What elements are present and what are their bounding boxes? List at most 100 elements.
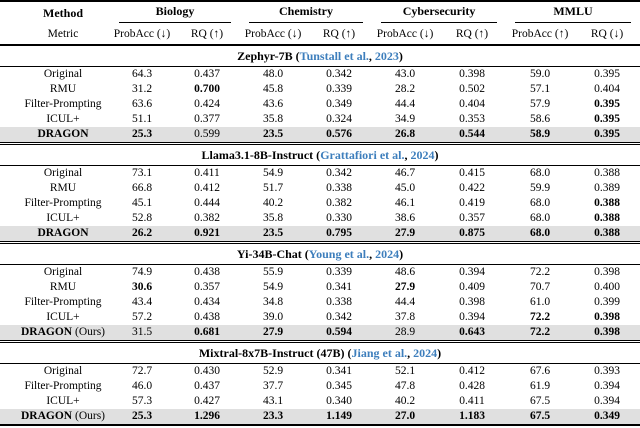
metric-value: 0.411 [194,167,220,179]
citation-authors-link[interactable]: Grattafiori et al. [320,147,405,162]
metric-value: 58.9 [506,127,575,144]
metric-value: 52.9 [262,365,284,377]
method-cell: DRAGON (Ours) [0,325,110,342]
method-label: Filter-Prompting [24,197,102,209]
metric-value: 58.6 [529,113,551,125]
metric-value: 0.394 [594,395,620,407]
metric-value: 30.6 [131,281,153,293]
method-label: RMU [49,281,77,293]
metric-value: 68.0 [529,167,551,179]
method-cell: ICUL+ [0,394,110,409]
group-header-biology: Biology [110,1,240,24]
method-label: Original [43,167,83,179]
metric-value: 0.404 [594,83,620,95]
method-cell: RMU [0,280,110,295]
method-cell: ICUL+ [0,310,110,325]
method-row-icul-: ICUL+ 51.1 0.377 35.8 0.324 34.9 0.353 58.6 0.39… [0,112,640,127]
metric-value: 0.338 [326,182,352,194]
method-label: DRAGON [37,227,89,239]
metric-value: 35.8 [262,212,284,224]
method-cell: Filter-Prompting [0,295,110,310]
metric-value: 70.7 [529,281,551,293]
metric-value: 55.9 [262,266,284,278]
metric-value: 0.643 [438,325,507,342]
metric-value: 0.389 [594,182,620,194]
metric-value: 73.1 [131,167,153,179]
metric-value: 27.9 [240,325,307,342]
method-row-rmu: RMU 30.6 0.357 54.9 0.341 27.9 0.409 70.7 0.400 [0,280,640,295]
metric-value: 0.544 [438,127,507,144]
model-name: Llama3.1-8B-Instruct ( [201,147,321,162]
metric-value: 0.875 [438,226,507,243]
metric-value: 27.9 [394,281,416,293]
metric-value: 54.9 [262,281,284,293]
metric-value: 0.341 [326,365,352,377]
metric-value: 72.2 [529,266,551,278]
metric-value: 68.0 [529,197,551,209]
metric-value: 61.9 [529,380,551,392]
metric-value: 0.700 [194,83,220,95]
metric-value: 0.921 [174,226,241,243]
metric-value: 0.342 [326,167,352,179]
metric-value: 0.681 [174,325,241,342]
model-section-header: Zephyr-7B (Tunstall et al., 2023) [0,44,640,67]
biology-label: Biology [119,4,232,23]
metric-value: 0.388 [574,226,640,243]
model-section-header: Yi-34B-Chat (Young et al., 2024) [0,241,640,265]
metric-value: 59.0 [529,68,551,80]
citation-year-link[interactable]: 2024 [410,147,435,162]
citation-authors-link[interactable]: Young et al. [308,246,370,261]
metric-value: 37.8 [394,311,416,323]
metric-value: 0.422 [459,182,485,194]
metric-value: 43.4 [131,296,153,308]
method-label: Filter-Prompting [24,380,102,392]
metric-value: 0.398 [594,266,620,278]
metric-value: 1.183 [438,409,507,425]
metric-value: 34.9 [394,113,416,125]
metric-value: 43.6 [262,98,284,110]
metric-value: 0.349 [326,98,352,110]
metric-value: 43.0 [394,68,416,80]
cybersecurity-label: Cybersecurity [381,4,498,23]
metric-value: 51.7 [262,182,284,194]
method-cell: Original [0,166,110,182]
metric-value: 0.345 [326,380,352,392]
metric-value: 23.3 [240,409,307,425]
method-label: Filter-Prompting [24,98,102,110]
metric-value: 0.437 [194,380,220,392]
metric-value: 51.1 [131,113,153,125]
method-cell: Filter-Prompting [0,196,110,211]
mmlu-rq-header: RQ (↓) [590,28,624,40]
metric-value: 0.398 [459,296,485,308]
method-label: RMU [49,182,77,194]
metric-value: 72.7 [131,365,153,377]
metric-value: 0.599 [174,127,241,144]
metric-value: 0.395 [594,98,620,110]
citation-year-link[interactable]: 2024 [375,246,400,261]
citation-year-link[interactable]: 2024 [413,345,438,360]
metric-value: 52.8 [131,212,153,224]
metric-value: 0.412 [459,365,485,377]
metric-value: 40.2 [394,395,416,407]
method-label: DRAGON [20,326,73,338]
citation-authors-link[interactable]: Tunstall et al. [299,48,369,63]
citation-year-link[interactable]: 2023 [374,48,399,63]
metric-value: 68.0 [529,212,551,224]
title-suffix: ) [398,48,403,63]
metric-value: 0.409 [459,281,485,293]
citation-authors-link[interactable]: Jiang et al. [351,345,408,360]
metric-value: 44.4 [394,98,416,110]
metric-value: 0.430 [194,365,220,377]
metric-value: 57.2 [131,311,153,323]
method-label: ICUL+ [46,113,80,125]
method-row-filter-prompting: Filter-Prompting 46.0 0.437 37.7 0.345 47.8 0.… [0,379,640,394]
method-label: ICUL+ [46,311,80,323]
metric-value: 0.340 [326,395,352,407]
metric-value: 25.3 [110,127,174,144]
metric-value: 0.576 [306,127,373,144]
metric-value: 26.8 [372,127,439,144]
metric-value: 0.444 [194,197,220,209]
method-cell: RMU [0,181,110,196]
method-label: DRAGON [20,410,73,422]
